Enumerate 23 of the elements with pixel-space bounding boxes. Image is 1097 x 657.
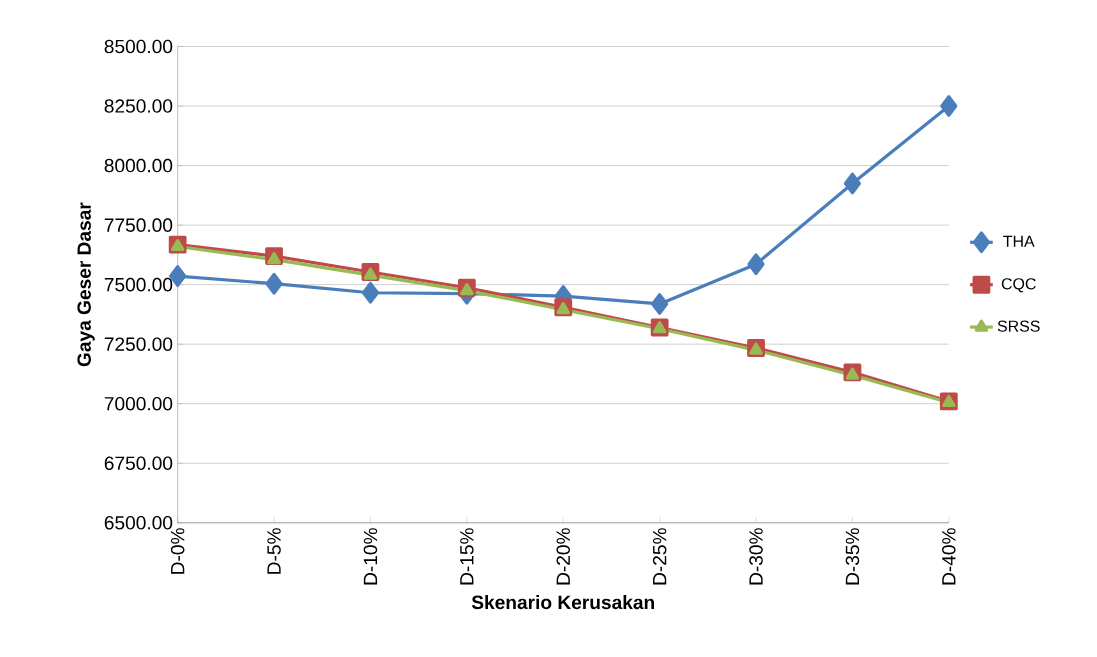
- x-tick-label: D-40%: [942, 528, 956, 585]
- x-tick-label: D-5%: [267, 528, 281, 574]
- y-tick-label: 8500.00: [104, 39, 173, 54]
- y-tick-label: 6500.00: [104, 516, 173, 530]
- y-tick-label: 8000.00: [104, 158, 173, 173]
- x-axis-title: Skenario Kerusakan: [471, 595, 655, 610]
- y-tick-label: 7250.00: [104, 337, 173, 351]
- legend-label: THA: [1003, 235, 1035, 247]
- y-axis-title: Gaya Geser Dasar: [77, 202, 95, 367]
- y-tick-label: 7000.00: [104, 396, 173, 411]
- x-tick-label: D-15%: [460, 528, 474, 585]
- y-tick-label: 6750.00: [104, 456, 173, 471]
- x-tick-label: D-30%: [749, 528, 763, 585]
- x-tick-label: D-35%: [845, 528, 860, 585]
- x-tick-label: D-25%: [652, 528, 667, 585]
- x-tick-label: D-0%: [170, 528, 185, 574]
- x-tick-label: D-20%: [556, 528, 571, 585]
- y-tick-label: 7750.00: [104, 218, 173, 232]
- y-tick-label: 8250.00: [104, 99, 173, 113]
- y-tick-label: 7500.00: [104, 277, 173, 292]
- legend-label: SRSS: [997, 320, 1040, 332]
- x-tick-label: D-10%: [363, 528, 378, 585]
- legend-label: CQC: [1001, 278, 1036, 293]
